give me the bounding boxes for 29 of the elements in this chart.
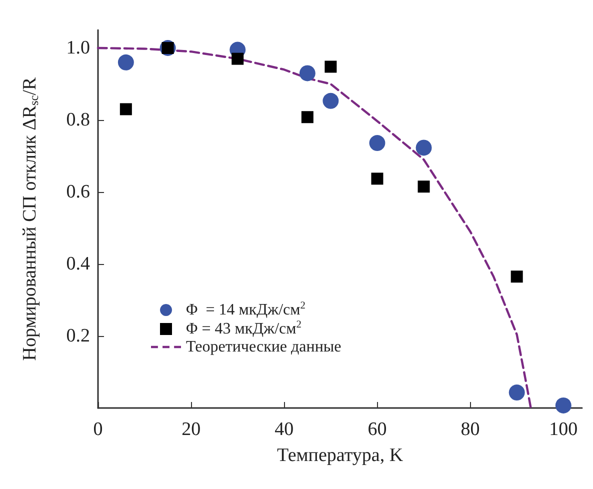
legend-label: Теоретические данные	[186, 338, 342, 356]
point	[510, 270, 523, 283]
point	[418, 180, 430, 193]
point	[120, 103, 132, 116]
y-axis-title: Нормированный СП отклик ΔRsc/R	[20, 76, 41, 361]
point	[118, 54, 134, 70]
point	[416, 140, 432, 156]
y-tick-label: 1.0	[66, 38, 90, 58]
x-tick-label: 20	[182, 419, 201, 440]
point	[369, 135, 386, 152]
point	[555, 397, 572, 414]
point	[232, 52, 244, 65]
x-tick-label: 80	[460, 419, 480, 440]
x-tick-label: 0	[93, 419, 103, 440]
point	[371, 172, 384, 185]
y-tick-label: 0.2	[66, 326, 90, 346]
x-tick-label: 60	[368, 419, 387, 440]
x-tick-label: 40	[274, 419, 294, 440]
y-tick-label: 0.6	[66, 182, 90, 202]
x-tick-label: 100	[549, 419, 578, 440]
point	[324, 60, 337, 73]
point	[508, 384, 525, 401]
line-series	[96, 46, 532, 410]
y-tick-label: 0.4	[66, 254, 90, 274]
x-axis-title: Температура, K	[276, 445, 404, 466]
point	[301, 111, 314, 124]
point	[322, 92, 339, 109]
y-tick-label: 0.8	[66, 110, 90, 130]
point	[299, 65, 316, 82]
